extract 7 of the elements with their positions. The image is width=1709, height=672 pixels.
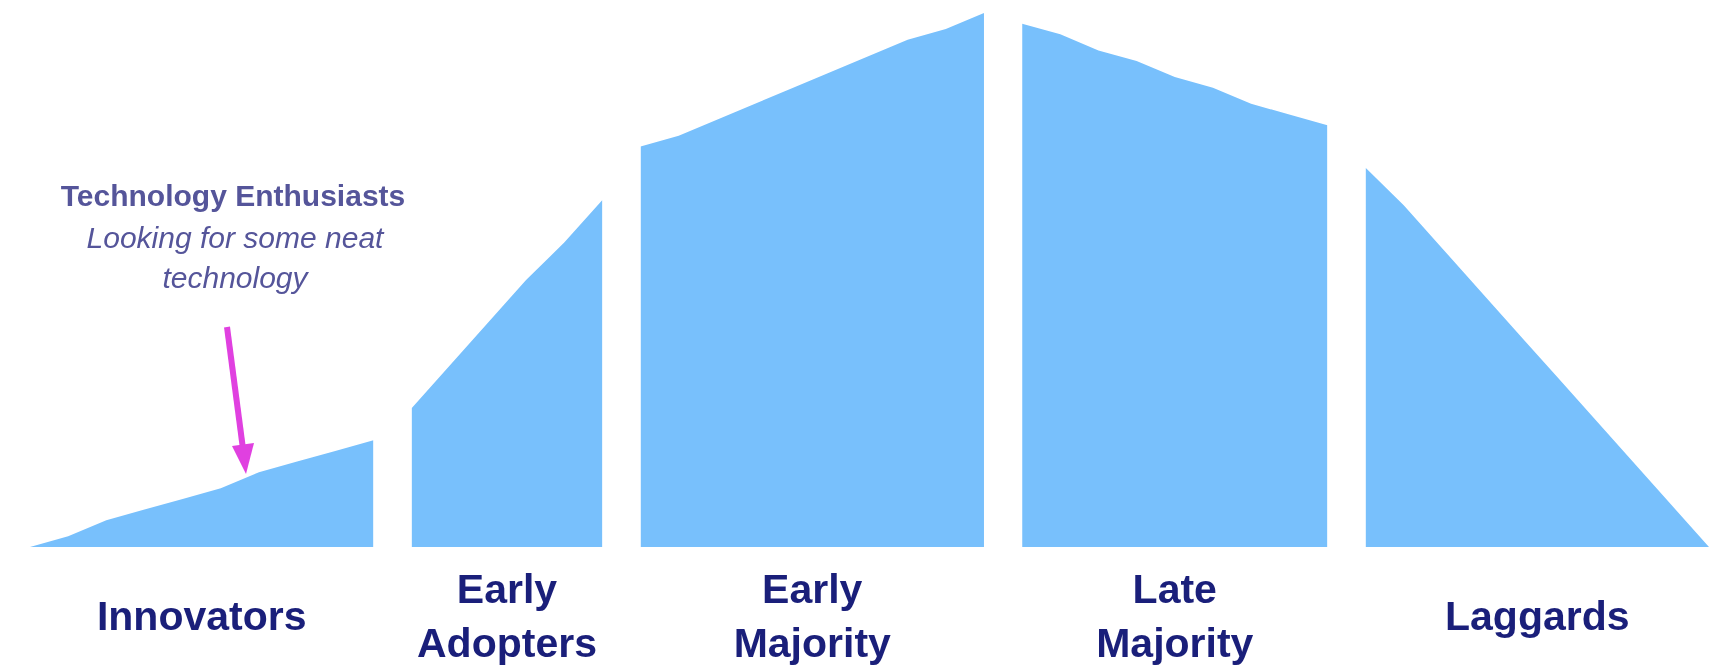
series-label: Late Majority	[1096, 566, 1254, 667]
annotation: Looking for some neat technology	[85, 220, 386, 296]
series-label: Early Adopters	[417, 566, 597, 667]
series-label: Innovators	[96, 593, 307, 640]
series-label: Laggards	[1445, 593, 1630, 640]
series-label: Early Majority	[733, 566, 892, 667]
annotation: Technology Enthusiasts	[59, 178, 407, 214]
